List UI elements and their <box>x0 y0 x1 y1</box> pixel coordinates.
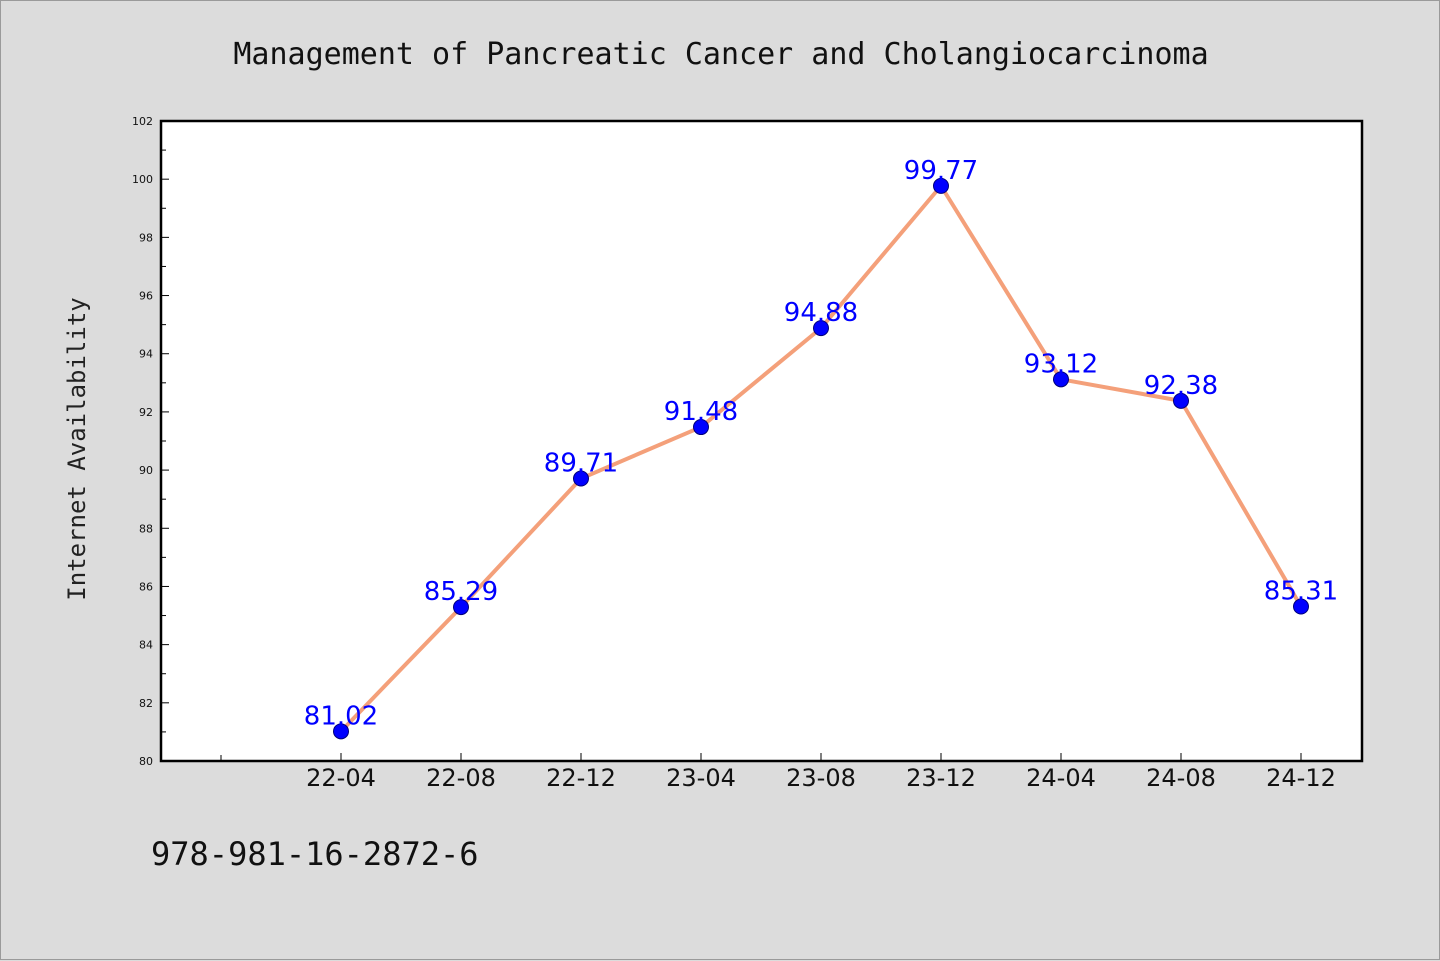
x-tick-label: 22-04 <box>306 764 376 792</box>
series-group <box>333 177 1309 740</box>
data-point <box>933 177 949 194</box>
y-tick-label: 84 <box>139 639 153 652</box>
x-tick-label: 24-12 <box>1266 764 1336 792</box>
chart-title: Management of Pancreatic Cancer and Chol… <box>233 37 1208 72</box>
x-tick-label: 23-12 <box>906 764 976 792</box>
data-point <box>333 723 349 740</box>
y-tick-label: 98 <box>139 231 153 244</box>
plot-area <box>159 119 1364 763</box>
data-label: 89.71 <box>544 449 618 479</box>
x-tick-label: 22-08 <box>426 764 496 792</box>
data-label: 85.29 <box>424 577 498 607</box>
y-tick-label: 102 <box>132 115 153 128</box>
data-point <box>813 320 829 337</box>
y-tick-label: 80 <box>139 755 153 768</box>
data-point <box>693 419 709 436</box>
x-tick-label: 23-08 <box>786 764 856 792</box>
data-point <box>573 470 589 487</box>
data-point <box>1173 392 1189 409</box>
x-tick-label: 24-04 <box>1026 764 1096 792</box>
y-tick-label: 88 <box>139 522 153 535</box>
y-tick-label: 86 <box>139 580 153 593</box>
data-label: 81.02 <box>304 701 378 731</box>
x-tick-label: 22-12 <box>546 764 616 792</box>
data-labels: 81.02 85.29 89.71 91.48 94.88 99.77 93.12 92.38… <box>304 156 1338 731</box>
data-label: 93.12 <box>1024 349 1098 379</box>
y-tick-label: 90 <box>139 464 153 477</box>
data-label: 99.77 <box>904 156 978 186</box>
y-axis: 80 82 84 86 88 90 92 94 96 98 100 102 <box>132 115 169 768</box>
y-tick-label: 96 <box>139 290 153 303</box>
x-tick-label: 24-08 <box>1146 764 1216 792</box>
data-point <box>1053 371 1069 388</box>
isbn-text: 978-981-16-2872-6 <box>151 835 479 873</box>
data-point <box>453 599 469 616</box>
data-label: 85.31 <box>1264 577 1338 607</box>
data-point <box>1293 598 1309 615</box>
y-tick-label: 94 <box>139 348 153 361</box>
y-tick-label: 100 <box>132 173 153 186</box>
data-label: 94.88 <box>784 298 858 328</box>
data-label: 91.48 <box>664 397 738 427</box>
x-tick-label: 23-04 <box>666 764 736 792</box>
data-label: 92.38 <box>1144 371 1218 401</box>
y-axis-label: Internet Availability <box>63 297 91 600</box>
y-tick-label: 92 <box>139 406 153 419</box>
y-tick-label: 82 <box>139 697 153 710</box>
x-axis: 22-04 22-08 22-12 23-04 23-08 23-12 24-04 24-08… <box>220 753 1336 792</box>
